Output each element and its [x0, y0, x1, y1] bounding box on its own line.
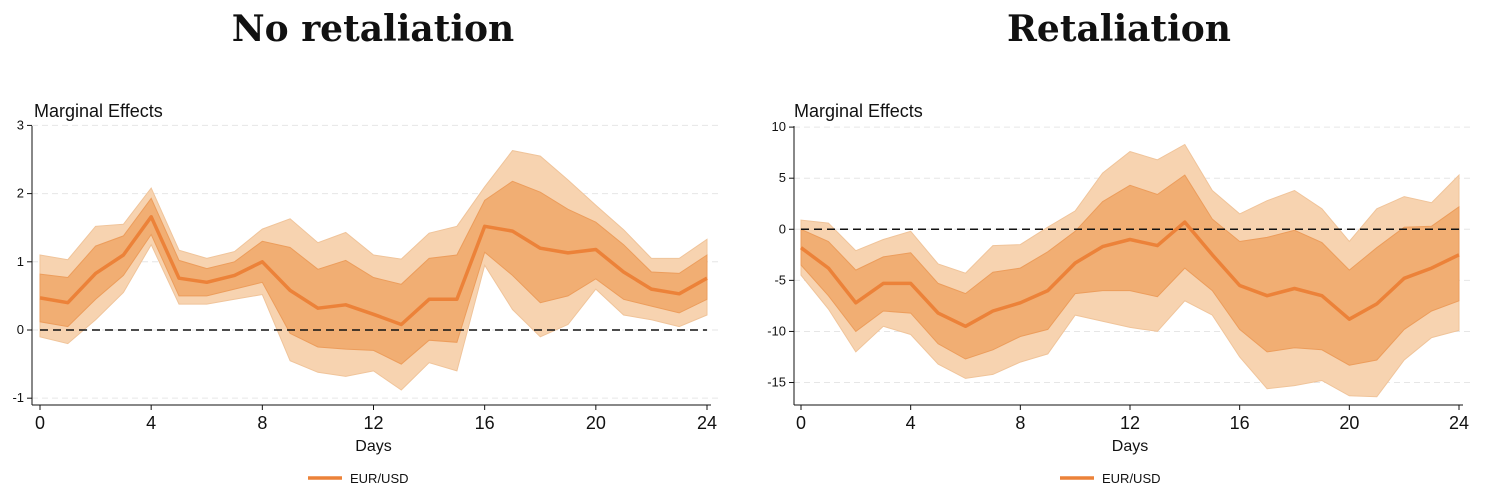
y-tick-label: -15 [767, 375, 786, 390]
legend: EUR/USD [308, 471, 409, 486]
x-tick-label: 20 [586, 413, 606, 433]
ci-inner-band [800, 174, 1460, 366]
legend-label: EUR/USD [350, 471, 409, 486]
y-tick-label: 3 [17, 117, 24, 132]
ci-inner-band [39, 180, 708, 365]
x-tick-label: 4 [146, 413, 156, 433]
y-axis-title: Marginal Effects [794, 101, 923, 121]
y-tick-label: -1 [12, 390, 24, 405]
x-tick-label: 0 [35, 413, 45, 433]
x-tick-label: 16 [475, 413, 495, 433]
legend-label: EUR/USD [1102, 471, 1161, 486]
y-tick-label: 0 [779, 221, 786, 236]
x-tick-label: 16 [1230, 413, 1250, 433]
panel-title-no-retaliation: No retaliation [231, 8, 515, 50]
x-tick-label: 0 [796, 413, 806, 433]
y-tick-label: 10 [772, 119, 786, 134]
chart-retaliation: -15 -10 -5 0 5 10 0 4 8 12 16 20 24 Marginal Effects D… [767, 101, 1471, 486]
x-axis-title: Days [355, 438, 391, 455]
x-tick-label: 12 [363, 413, 383, 433]
y-tick-label: 2 [17, 186, 24, 201]
y-tick-label: -5 [774, 272, 786, 287]
y-tick-label: 5 [779, 170, 786, 185]
y-tick-label: 1 [17, 254, 24, 269]
legend: EUR/USD [1060, 471, 1161, 486]
x-tick-label: 8 [257, 413, 267, 433]
y-tick-label: -10 [767, 323, 786, 338]
y-axis-title: Marginal Effects [34, 101, 163, 121]
x-tick-label: 24 [1449, 413, 1469, 433]
x-tick-label: 20 [1339, 413, 1359, 433]
y-tick-label: 0 [17, 322, 24, 337]
x-axis-title: Days [1112, 438, 1148, 455]
x-tick-label: 4 [906, 413, 916, 433]
x-tick-label: 8 [1015, 413, 1025, 433]
x-tick-label: 12 [1120, 413, 1140, 433]
panel-title-retaliation: Retaliation [1007, 8, 1231, 50]
x-tick-label: 24 [697, 413, 717, 433]
